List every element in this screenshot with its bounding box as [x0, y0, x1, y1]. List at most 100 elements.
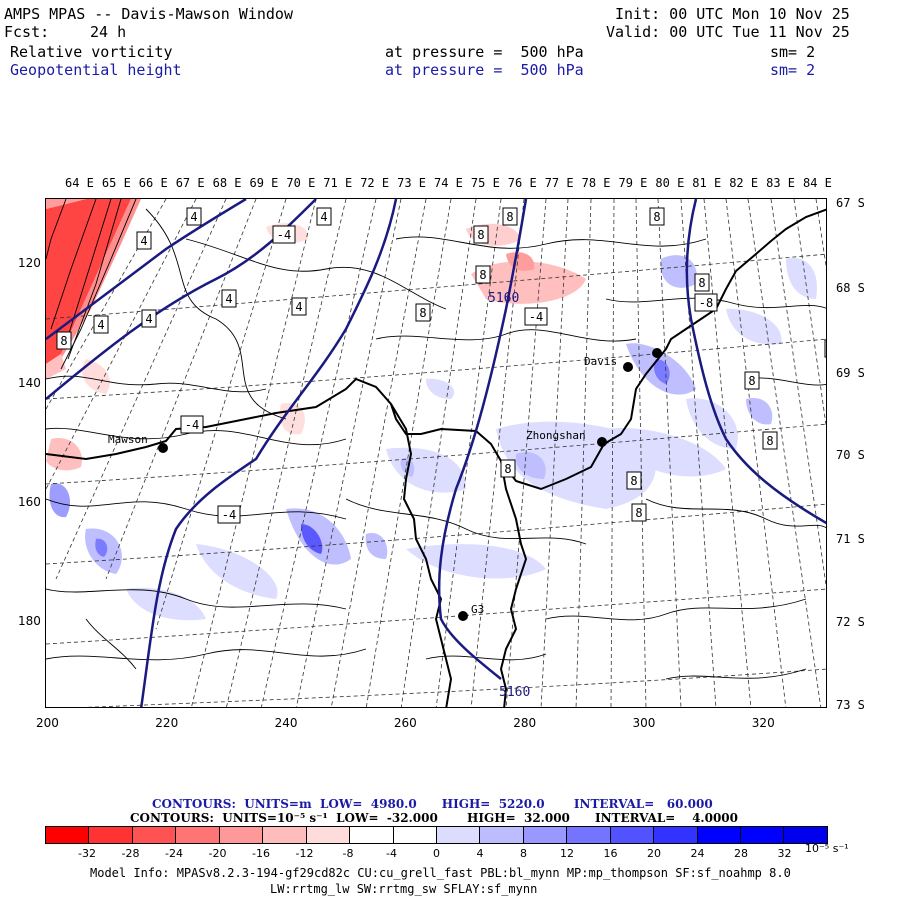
lat-label: 67 S: [836, 196, 865, 210]
lon-label: 75 E: [470, 176, 500, 190]
vorticity-label: 4: [320, 210, 327, 224]
colorbar-tick-label: 4: [476, 847, 484, 860]
field1-level: at pressure = 500 hPa: [385, 43, 584, 61]
height-label-5160-b: 5160: [499, 685, 530, 700]
colorbar-tick-label: 12: [560, 847, 574, 860]
x-tick-label: 300: [632, 716, 656, 730]
vorticity-label-box: [415, 303, 431, 322]
lon-label: 84 E: [803, 176, 832, 190]
colorbar-swatch: [306, 827, 351, 843]
vorticity-label-box: [217, 505, 241, 524]
vorticity-label-box: [649, 207, 665, 226]
colorbar-swatch: [741, 827, 785, 843]
vorticity-label: 4: [295, 300, 302, 314]
lon-label: 65 E: [101, 176, 131, 190]
lon-label: 72 E: [360, 176, 390, 190]
vorticity-label-box: [626, 471, 642, 490]
lon-label: 76 E: [507, 176, 537, 190]
vorticity-label-box: [56, 331, 72, 350]
vorticity-label-box: [186, 207, 202, 226]
colorbar-tick-label: -28: [121, 847, 140, 860]
vorticity-label-box: [221, 289, 237, 308]
colorbar-swatch: [436, 827, 481, 843]
colorbar-tick-label: 28: [734, 847, 748, 860]
x-tick-label: 240: [274, 716, 298, 730]
forecast-hour: 24 h: [90, 23, 127, 41]
vorticity-label: 8: [766, 434, 773, 448]
map-canvas: Mawson Davis Zhongshan G3 5160 5160 4 4 4 4…: [46, 199, 826, 707]
colorbar-swatch: [784, 827, 827, 843]
colorbar: [45, 826, 828, 844]
colorbar-tick-label: -16: [252, 847, 270, 860]
lon-label: 82 E: [729, 176, 759, 190]
lon-label: 79 E: [618, 176, 648, 190]
vorticity-label-box: [291, 297, 307, 316]
lon-label: 70 E: [286, 176, 316, 190]
colorbar-tick-label: 16: [603, 847, 618, 860]
colorbar-swatch: [350, 827, 394, 843]
colorbar-tick-label: 0: [433, 847, 440, 860]
colorbar-swatch: [393, 827, 437, 843]
colorbar-swatch: [132, 827, 177, 843]
vorticity-label-box: [762, 431, 778, 450]
colorbar-swatch: [176, 827, 220, 843]
y-tick-label: 180: [18, 614, 41, 628]
station-mawson-marker: [158, 443, 168, 453]
lat-label: 69 S: [836, 366, 865, 380]
colorbar-tick-label: -4: [386, 847, 397, 860]
height-contour-labels: 5160 5160: [488, 291, 530, 700]
lon-label: 78 E: [581, 176, 611, 190]
lat-label: 70 S: [836, 448, 865, 462]
vorticity-label: 8: [479, 268, 486, 282]
vorticity-label: 8: [419, 306, 426, 320]
colorbar-swatch: [567, 827, 611, 843]
model-info-line1: Model Info: MPASv8.2.3-194-gf29cd82c CU:…: [90, 866, 791, 880]
vorticity-label: -4: [185, 418, 199, 432]
vorticity-label-box: [500, 459, 516, 478]
vorticity-label-box: [502, 207, 518, 226]
station-g3-marker: [458, 611, 468, 621]
vorticity-label-box: [316, 207, 332, 226]
colorbar-swatch: [697, 827, 741, 843]
colorbar-tick-label: 8: [520, 847, 527, 860]
negative-vorticity-shading: [46, 199, 586, 554]
vorticity-label: 8: [477, 228, 484, 242]
lat-label: 68 S: [836, 281, 865, 295]
vorticity-label: -4: [222, 508, 236, 522]
vorticity-label-box: [180, 415, 204, 434]
station-davis-marker-2: [652, 348, 662, 358]
colorbar-tick-label: -8: [342, 847, 354, 860]
vorticity-label: -4: [529, 310, 543, 324]
vorticity-label-box: [136, 231, 152, 250]
lon-label: 81 E: [692, 176, 722, 190]
vorticity-label-box: [524, 307, 548, 326]
height-contour-info: CONTOURS: UNITS=m LOW= 4980.0 HIGH= 5220…: [152, 797, 713, 811]
x-tick-label: 220: [155, 716, 179, 730]
model-info-line2: LW:rrtmg_lw SW:rrtmg_sw SFLAY:sf_mynn: [270, 882, 538, 896]
vorticity-label-box: [93, 315, 109, 334]
station-mawson-label: Mawson: [108, 433, 148, 446]
field2-name: Geopotential height: [10, 61, 182, 79]
map-panel[interactable]: Mawson Davis Zhongshan G3 5160 5160 4 4 4 4…: [45, 198, 827, 708]
station-markers: [158, 348, 662, 621]
colorbar-tick-label: -12: [295, 847, 314, 860]
valid-time: Valid: 00 UTC Tue 11 Nov 25: [606, 23, 850, 41]
init-time: Init: 00 UTC Mon 10 Nov 25: [615, 5, 850, 23]
vorticity-label: 4: [145, 312, 152, 326]
vorticity-label: 8: [748, 374, 755, 388]
vorticity-contour-info: CONTOURS: UNITS=10⁻⁵ s⁻¹ LOW= -32.000 HI…: [130, 811, 738, 825]
vorticity-label: 8: [506, 210, 513, 224]
lon-label: 69 E: [249, 176, 279, 190]
vorticity-label-box: [824, 339, 826, 358]
y-tick-label: 140: [18, 376, 41, 390]
lat-label: 71 S: [836, 532, 865, 546]
vorticity-label: 8: [504, 462, 511, 476]
field1-smooth: sm= 2: [770, 43, 816, 61]
vorticity-label-box: [272, 225, 296, 244]
station-names: Mawson Davis Zhongshan G3: [108, 355, 617, 616]
x-tick-label: 260: [393, 716, 417, 730]
lon-label: 68 E: [212, 176, 242, 190]
lon-label: 80 E: [655, 176, 685, 190]
y-tick-label: 160: [18, 495, 41, 509]
